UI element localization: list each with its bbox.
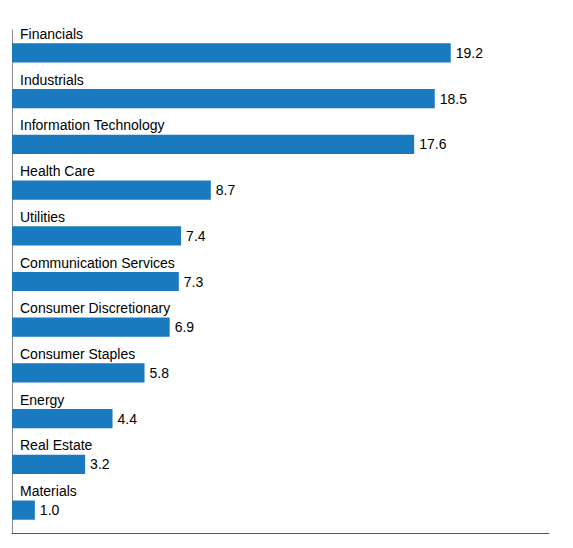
svg-text:Utilities: Utilities xyxy=(20,209,65,225)
svg-text:6.9: 6.9 xyxy=(175,319,195,335)
svg-text:Communication Services: Communication Services xyxy=(20,255,175,271)
svg-text:19.2: 19.2 xyxy=(456,45,483,61)
svg-text:Real Estate: Real Estate xyxy=(20,437,93,453)
svg-text:17.6: 17.6 xyxy=(419,136,446,152)
svg-text:18.5: 18.5 xyxy=(440,91,467,107)
svg-text:5.8: 5.8 xyxy=(150,365,170,381)
svg-text:Industrials: Industrials xyxy=(20,72,84,88)
svg-text:Materials: Materials xyxy=(20,483,77,499)
svg-text:3.2: 3.2 xyxy=(90,456,110,472)
svg-text:Consumer Staples: Consumer Staples xyxy=(20,346,135,362)
svg-text:Energy: Energy xyxy=(20,392,64,408)
svg-text:Financials: Financials xyxy=(20,26,83,42)
svg-text:Information Technology: Information Technology xyxy=(20,117,165,133)
svg-text:Health Care: Health Care xyxy=(20,163,95,179)
svg-text:1.0: 1.0 xyxy=(40,502,60,518)
svg-text:8.7: 8.7 xyxy=(216,182,236,198)
svg-text:7.3: 7.3 xyxy=(184,274,204,290)
svg-text:7.4: 7.4 xyxy=(186,228,206,244)
svg-text:Consumer Discretionary: Consumer Discretionary xyxy=(20,300,170,316)
svg-text:4.4: 4.4 xyxy=(118,411,138,427)
